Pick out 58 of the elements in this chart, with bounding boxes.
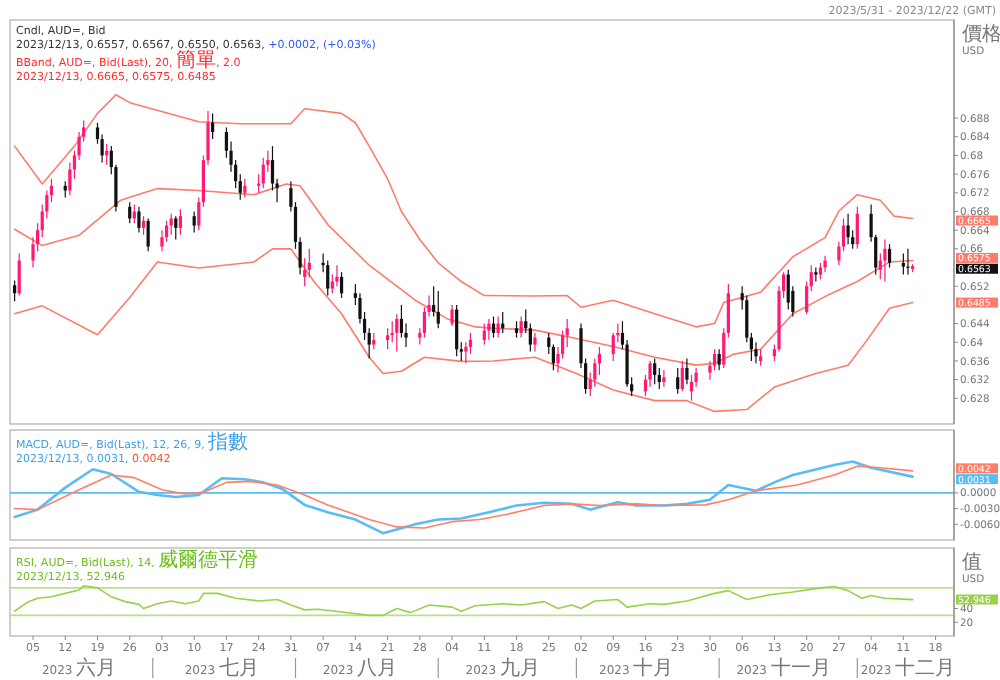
candlestick [178, 208, 182, 236]
line-series [13, 248, 914, 413]
candlestick [519, 315, 523, 339]
candlestick [754, 341, 758, 364]
candlestick [141, 215, 146, 236]
candlestick [160, 229, 164, 252]
candlestick [906, 248, 910, 276]
candlestick [137, 206, 141, 234]
line-series [13, 93, 914, 328]
candlestick [846, 213, 850, 245]
candlestick [132, 203, 136, 224]
candlestick [399, 304, 404, 339]
candlestick [436, 290, 440, 329]
candlestick [689, 374, 694, 402]
candlestick [468, 332, 473, 355]
candlestick [482, 322, 486, 346]
candlestick [491, 315, 496, 339]
candlestick [887, 243, 892, 269]
candlestick [717, 348, 721, 371]
candlestick [823, 255, 827, 273]
candlestick [330, 273, 334, 294]
candlestick [496, 315, 500, 339]
candlestick [450, 304, 454, 327]
candlestick [662, 369, 666, 388]
candlestick [653, 358, 657, 385]
candlestick [901, 252, 905, 276]
candlestick [307, 248, 311, 278]
candlestick [676, 367, 680, 395]
candlestick [169, 213, 173, 236]
candlestick [814, 266, 818, 283]
line-series [13, 585, 914, 617]
candlestick [464, 341, 468, 364]
candlestick [326, 259, 330, 297]
candlestick [855, 206, 859, 250]
candlestick [533, 332, 537, 353]
candlestick [786, 269, 790, 311]
candlestick [211, 112, 215, 140]
line-series [13, 183, 914, 366]
candlestick [611, 332, 615, 362]
candlestick [12, 280, 17, 302]
candlestick [680, 360, 684, 392]
candlestick [648, 360, 652, 388]
candlestick [243, 178, 247, 199]
candlestick [657, 367, 661, 390]
candlestick [261, 157, 265, 189]
candlestick [883, 238, 887, 283]
candlestick [487, 318, 491, 341]
candlestick [339, 271, 344, 299]
candlestick [395, 313, 399, 353]
candlestick [685, 358, 689, 385]
candlestick [455, 304, 459, 357]
candlestick [174, 215, 178, 241]
candlestick [17, 252, 21, 297]
candlestick [192, 210, 196, 234]
candlestick [146, 217, 150, 252]
candlestick [303, 257, 307, 287]
candlestick [385, 327, 390, 350]
candlestick [335, 264, 339, 287]
